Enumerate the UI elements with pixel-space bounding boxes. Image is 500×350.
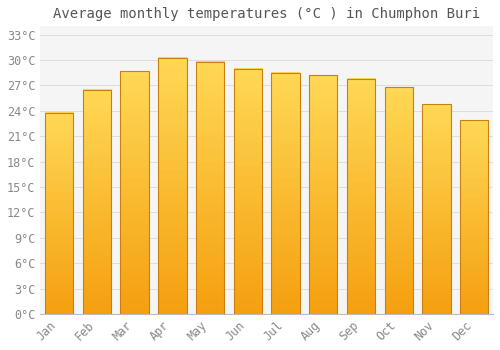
Bar <box>460 120 488 314</box>
Bar <box>422 104 450 314</box>
Title: Average monthly temperatures (°C ) in Chumphon Buri: Average monthly temperatures (°C ) in Ch… <box>53 7 480 21</box>
Bar <box>272 73 299 314</box>
Bar <box>384 87 413 314</box>
Bar <box>83 90 111 314</box>
Bar <box>158 58 186 314</box>
Bar <box>309 75 338 314</box>
Bar <box>234 69 262 314</box>
Bar <box>120 71 149 314</box>
Bar <box>196 62 224 314</box>
Bar <box>347 79 375 314</box>
Bar <box>45 113 74 314</box>
